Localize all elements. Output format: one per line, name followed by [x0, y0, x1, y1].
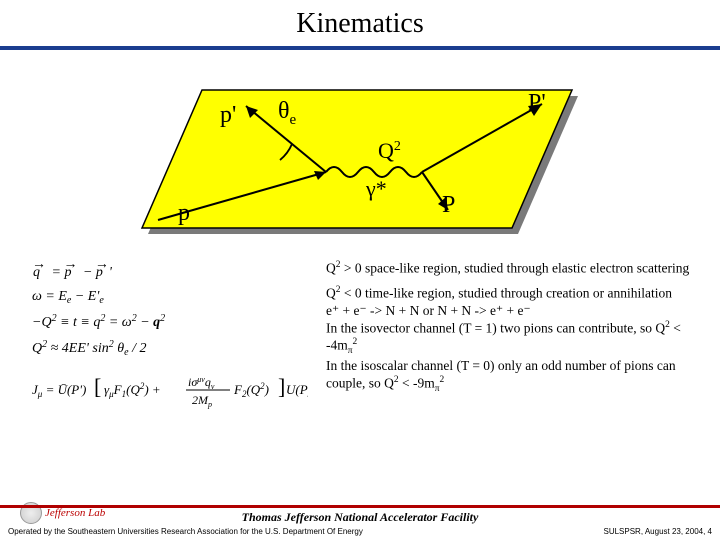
diagram-svg: p' θe P' Q2 γ* p P — [130, 62, 590, 252]
eq-Jmu-3: F2(Q2) — [233, 381, 269, 399]
label-gamma-star: γ* — [365, 176, 387, 201]
desc-spacelike: Q2 > 0 space-like region, studied throug… — [326, 260, 700, 277]
footer-stamp: SULSPSR, August 23, 2004, 4 — [603, 527, 712, 536]
eq-q: q→ = p→ − p→' — [32, 260, 113, 280]
footer: Thomas Jefferson National Accelerator Fa… — [0, 505, 720, 540]
eq-bracket-l: [ — [94, 374, 101, 399]
diagram-plane — [142, 90, 572, 228]
label-p: p — [178, 200, 190, 226]
label-P-prime: P' — [528, 90, 546, 116]
content-columns: q→ = p→ − p→' ω = Ee − E'e −Q2 ≡ t ≡ q2 … — [0, 256, 720, 464]
eq-frac-den: 2Mp — [192, 393, 212, 409]
footer-lab: Thomas Jefferson National Accelerator Fa… — [0, 508, 720, 525]
eq-Jmu-4: U(P) — [286, 382, 308, 397]
label-p-prime: p' — [220, 102, 236, 128]
kinematics-diagram: p' θe P' Q2 γ* p P — [130, 62, 590, 252]
eq-bracket-r: ] — [278, 374, 285, 399]
eq-Q2def: −Q2 ≡ t ≡ q2 = ω2 − q2 — [32, 313, 165, 330]
description-column: Q2 > 0 space-like region, studied throug… — [326, 260, 700, 464]
eq-Jmu-1: Jμ = Ū(P') — [32, 382, 86, 399]
label-P: P — [442, 192, 455, 218]
equations-svg: q→ = p→ − p→' ω = Ee − E'e −Q2 ≡ t ≡ q2 … — [28, 260, 308, 460]
eq-frac-num: iσμνqν — [188, 375, 215, 391]
desc-timelike: Q2 < 0 time-like region, studied through… — [326, 285, 700, 396]
footer-operated: Operated by the Southeastern Universitie… — [8, 527, 363, 536]
eq-omega: ω = Ee − E'e — [32, 289, 104, 306]
eq-Q2approx: Q2 ≈ 4EE' sin2 θe / 2 — [32, 339, 146, 358]
title-rule — [0, 46, 720, 50]
equations-column: q→ = p→ − p→' ω = Ee − E'e −Q2 ≡ t ≡ q2 … — [28, 260, 308, 464]
eq-Jmu-2: γμF1(Q2) + — [104, 381, 161, 399]
slide-title: Kinematics — [0, 0, 720, 40]
